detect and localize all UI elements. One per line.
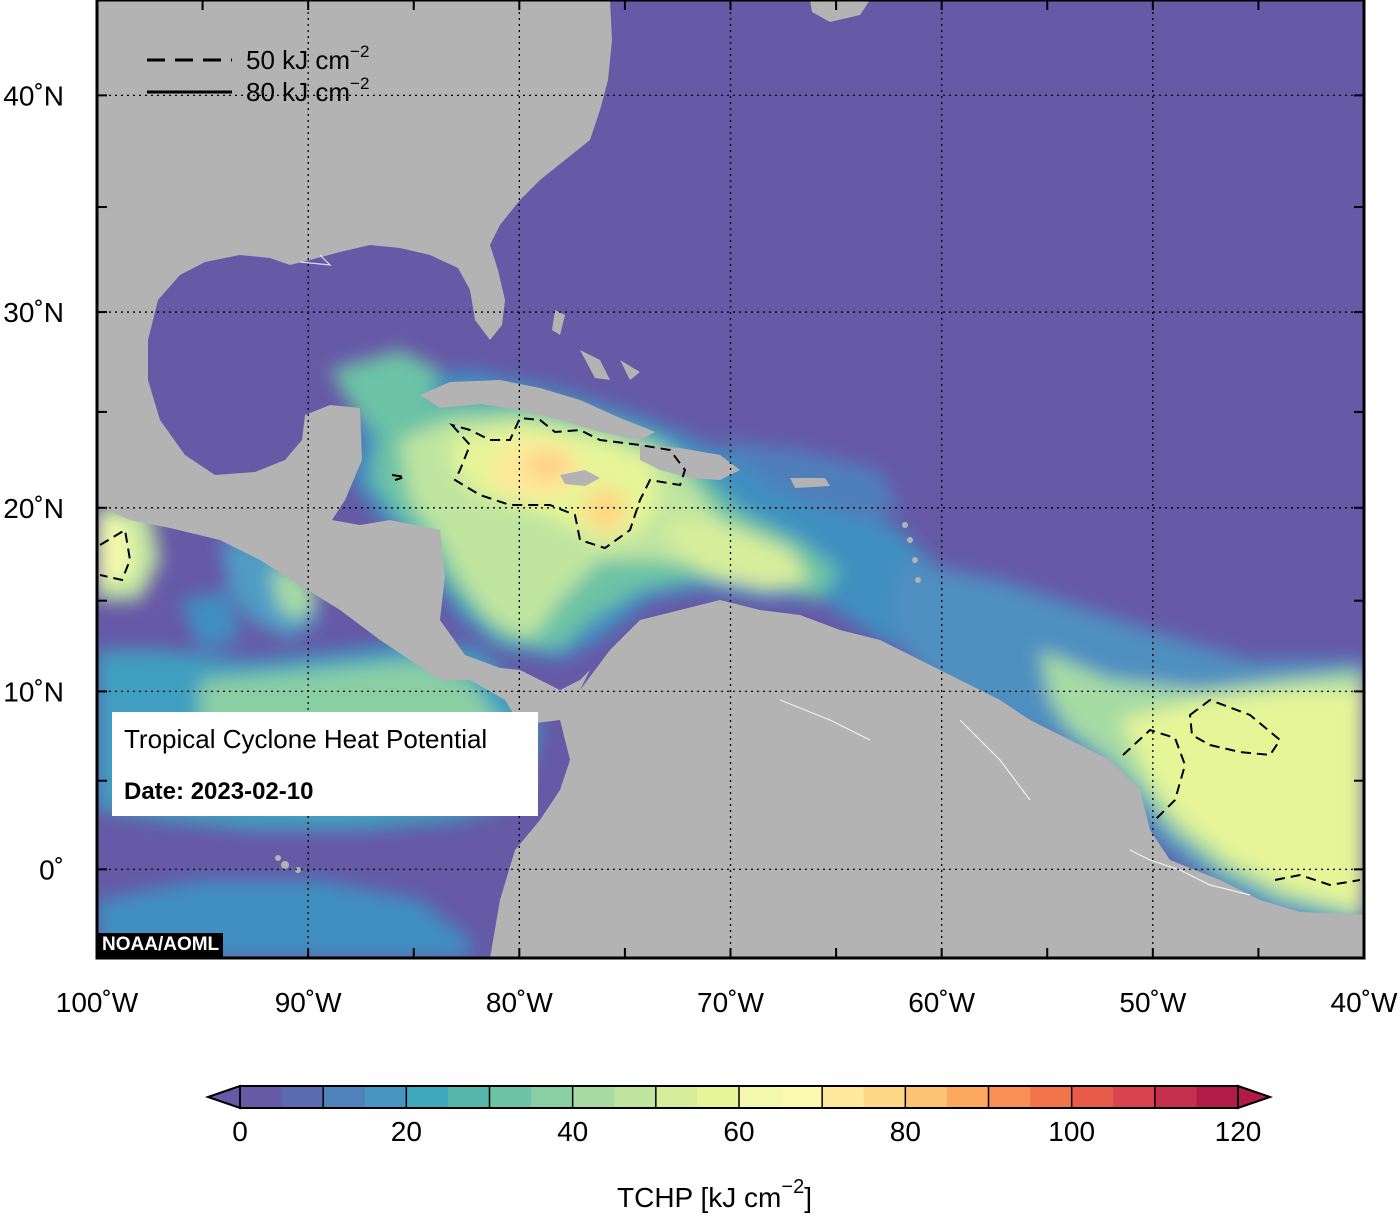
colorbar-min-arrow: [204, 1084, 241, 1110]
lon-tick-label: 90˚W: [275, 987, 342, 1018]
colorbar-swatch: [905, 1086, 948, 1108]
colorbar-swatch: [1196, 1086, 1239, 1108]
lon-tick-label: 100˚W: [56, 987, 139, 1018]
colorbar: 0 20 40 60 80 100 120: [204, 1084, 1274, 1147]
colorbar-tick-label: 0: [232, 1116, 248, 1147]
colorbar-swatch: [1030, 1086, 1073, 1108]
lon-axis-labels: 100˚W 90˚W 80˚W 70˚W 60˚W 50˚W 40˚W: [56, 987, 1398, 1018]
date-value: 2023-02-10: [190, 778, 314, 805]
lat-tick-label: 30˚N: [3, 297, 64, 328]
colorbar-swatch: [1113, 1086, 1156, 1108]
colorbar-swatch: [531, 1086, 574, 1108]
info-date: Date: 2023-02-10: [124, 778, 313, 806]
colorbar-swatch: [739, 1086, 782, 1108]
lon-tick-label: 50˚W: [1119, 987, 1186, 1018]
colorbar-swatch: [655, 1086, 698, 1108]
colorbar-swatch: [697, 1086, 740, 1108]
contour-legend: 50 kJ cm−2 80 kJ cm−2: [147, 42, 369, 107]
colorbar-tick-label: 20: [391, 1116, 422, 1147]
colorbar-swatch: [323, 1086, 366, 1108]
colorbar-swatch: [614, 1086, 657, 1108]
colorbar-max-arrow: [1237, 1084, 1274, 1110]
colorbar-swatch: [572, 1086, 615, 1108]
colorbar-swatch: [447, 1086, 490, 1108]
legend-label-80: 80 kJ cm−2: [246, 74, 369, 107]
legend-label-50: 50 kJ cm−2: [246, 42, 369, 75]
colorbar-swatch: [281, 1086, 324, 1108]
contour-50: [99, 416, 1361, 887]
info-title: Tropical Cyclone Heat Potential: [124, 724, 488, 754]
lon-tick-label: 80˚W: [486, 987, 553, 1018]
colorbar-tick-label: 120: [1215, 1116, 1262, 1147]
lon-tick-label: 70˚W: [697, 987, 764, 1018]
colorbar-swatch: [489, 1086, 532, 1108]
colorbar-tick-label: 60: [723, 1116, 754, 1147]
colorbar-swatch: [1071, 1086, 1114, 1108]
colorbar-swatch: [988, 1086, 1031, 1108]
lat-tick-label: 20˚N: [3, 493, 64, 524]
lat-tick-label: 40˚N: [3, 80, 64, 111]
lat-axis-labels: 40˚N 30˚N 20˚N 10˚N 0˚: [3, 80, 64, 885]
colorbar-tick-label: 40: [557, 1116, 588, 1147]
lat-tick-label: 10˚N: [3, 676, 64, 707]
rivers-lakes: [299, 254, 1251, 896]
axis-ticks: [96, 0, 1365, 959]
colorbar-swatch: [1154, 1086, 1197, 1108]
lat-tick-label: 0˚: [39, 854, 64, 885]
colorbar-swatch: [780, 1086, 823, 1108]
credit-label: NOAA/AOML: [98, 933, 224, 957]
colorbar-tick-label: 100: [1048, 1116, 1095, 1147]
lon-tick-label: 40˚W: [1331, 987, 1398, 1018]
land-masses: [97, 0, 1364, 958]
colorbar-swatch: [946, 1086, 989, 1108]
lon-tick-label: 60˚W: [908, 987, 975, 1018]
info-box: Tropical Cyclone Heat Potential Date: 20…: [112, 712, 538, 816]
colorbar-swatch: [364, 1086, 407, 1108]
colorbar-swatch: [240, 1086, 283, 1108]
colorbar-swatch: [406, 1086, 449, 1108]
colorbar-tick-label: 80: [890, 1116, 921, 1147]
colorbar-swatch: [863, 1086, 906, 1108]
colorbar-title: TCHP [kJ cm−2]: [617, 1176, 812, 1213]
date-label: Date:: [124, 778, 185, 805]
colorbar-swatch: [822, 1086, 865, 1108]
